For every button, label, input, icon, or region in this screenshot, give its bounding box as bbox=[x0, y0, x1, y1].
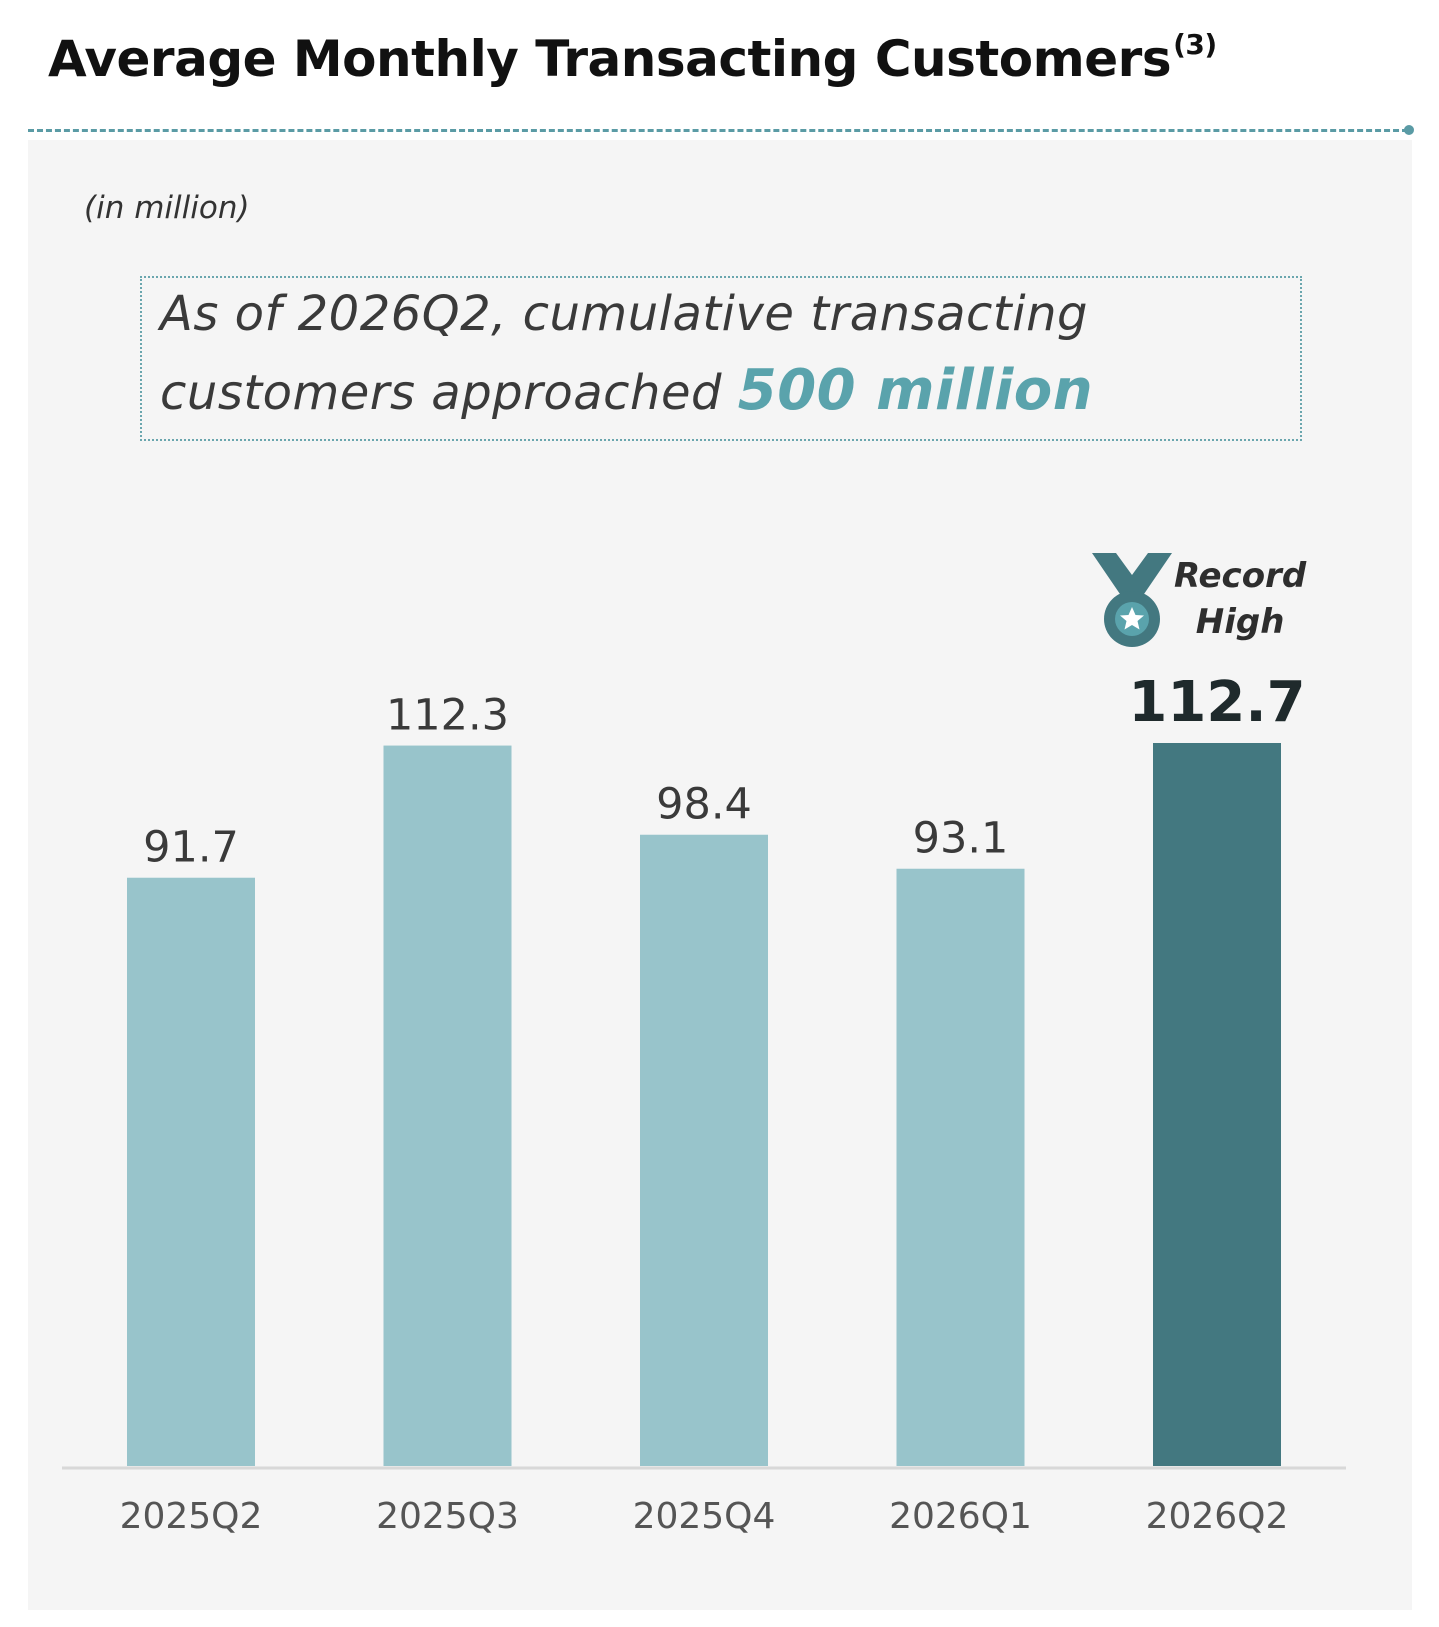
bar-2026Q1 bbox=[896, 868, 1025, 1466]
page-title: Average Monthly Transacting Customers(3) bbox=[48, 28, 1217, 88]
medal-icon bbox=[1092, 553, 1172, 647]
callout-line-2: customers approached 500 million bbox=[160, 358, 1093, 423]
badge-line-2: High bbox=[1195, 602, 1285, 642]
unit-label: (in million) bbox=[84, 190, 250, 226]
callout-line-2-prefix: customers approached bbox=[160, 365, 738, 421]
value-label-2025Q2: 91.7 bbox=[143, 823, 239, 873]
x-tick-label-2025Q3: 2025Q3 bbox=[376, 1496, 519, 1537]
value-label-2026Q1: 93.1 bbox=[913, 814, 1009, 864]
divider-end-dot bbox=[1404, 125, 1414, 135]
value-label-2026Q2: 112.7 bbox=[1128, 670, 1305, 735]
bars-group bbox=[127, 743, 1281, 1466]
value-label-2025Q3: 112.3 bbox=[386, 691, 509, 741]
x-tick-label-2025Q4: 2025Q4 bbox=[633, 1496, 776, 1537]
tick-labels-group: 2025Q2 2025Q3 2025Q4 2026Q1 2026Q2 bbox=[120, 1496, 1289, 1537]
value-labels-group: 91.7 112.3 98.4 93.1 112.7 bbox=[143, 670, 1305, 873]
x-tick-label-2026Q1: 2026Q1 bbox=[889, 1496, 1032, 1537]
badge-text: Record High bbox=[1174, 553, 1306, 645]
value-label-2025Q4: 98.4 bbox=[656, 780, 752, 830]
record-high-badge: Record High bbox=[1092, 553, 1332, 653]
callout-box: As of 2026Q2, cumulative transacting cus… bbox=[140, 276, 1302, 441]
bar-2026Q2 bbox=[1153, 743, 1281, 1466]
badge-line-1: Record bbox=[1174, 556, 1307, 596]
callout-highlight: 500 million bbox=[737, 358, 1094, 423]
title-footnote: (3) bbox=[1173, 28, 1217, 61]
title-text: Average Monthly Transacting Customers bbox=[48, 30, 1172, 88]
x-tick-label-2025Q2: 2025Q2 bbox=[120, 1496, 263, 1537]
title-divider bbox=[28, 129, 1408, 132]
bar-2025Q2 bbox=[127, 877, 255, 1466]
bar-2025Q3 bbox=[383, 745, 512, 1466]
x-tick-label-2026Q2: 2026Q2 bbox=[1146, 1496, 1289, 1537]
callout-line-1: As of 2026Q2, cumulative transacting bbox=[160, 286, 1088, 342]
bar-2025Q4 bbox=[640, 834, 768, 1466]
